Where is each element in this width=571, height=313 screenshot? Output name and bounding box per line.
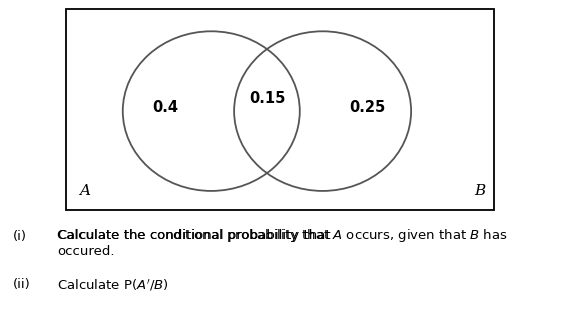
Text: Calculate the conditional probability that $A$ occurs, given that $B$ has: Calculate the conditional probability th… xyxy=(57,227,508,244)
Text: 0.4: 0.4 xyxy=(152,100,179,115)
Text: Calculate P($A'$/$B$): Calculate P($A'$/$B$) xyxy=(57,277,168,293)
Text: (ii): (ii) xyxy=(13,278,30,291)
Bar xyxy=(66,9,494,210)
Text: A: A xyxy=(79,184,90,198)
Text: 0.15: 0.15 xyxy=(249,91,286,106)
Text: 0.25: 0.25 xyxy=(349,100,385,115)
Text: B: B xyxy=(474,184,485,198)
Text: (i): (i) xyxy=(13,230,27,243)
Text: Calculate the conditional probability that: Calculate the conditional probability th… xyxy=(57,229,335,242)
Text: occured.: occured. xyxy=(57,245,115,259)
